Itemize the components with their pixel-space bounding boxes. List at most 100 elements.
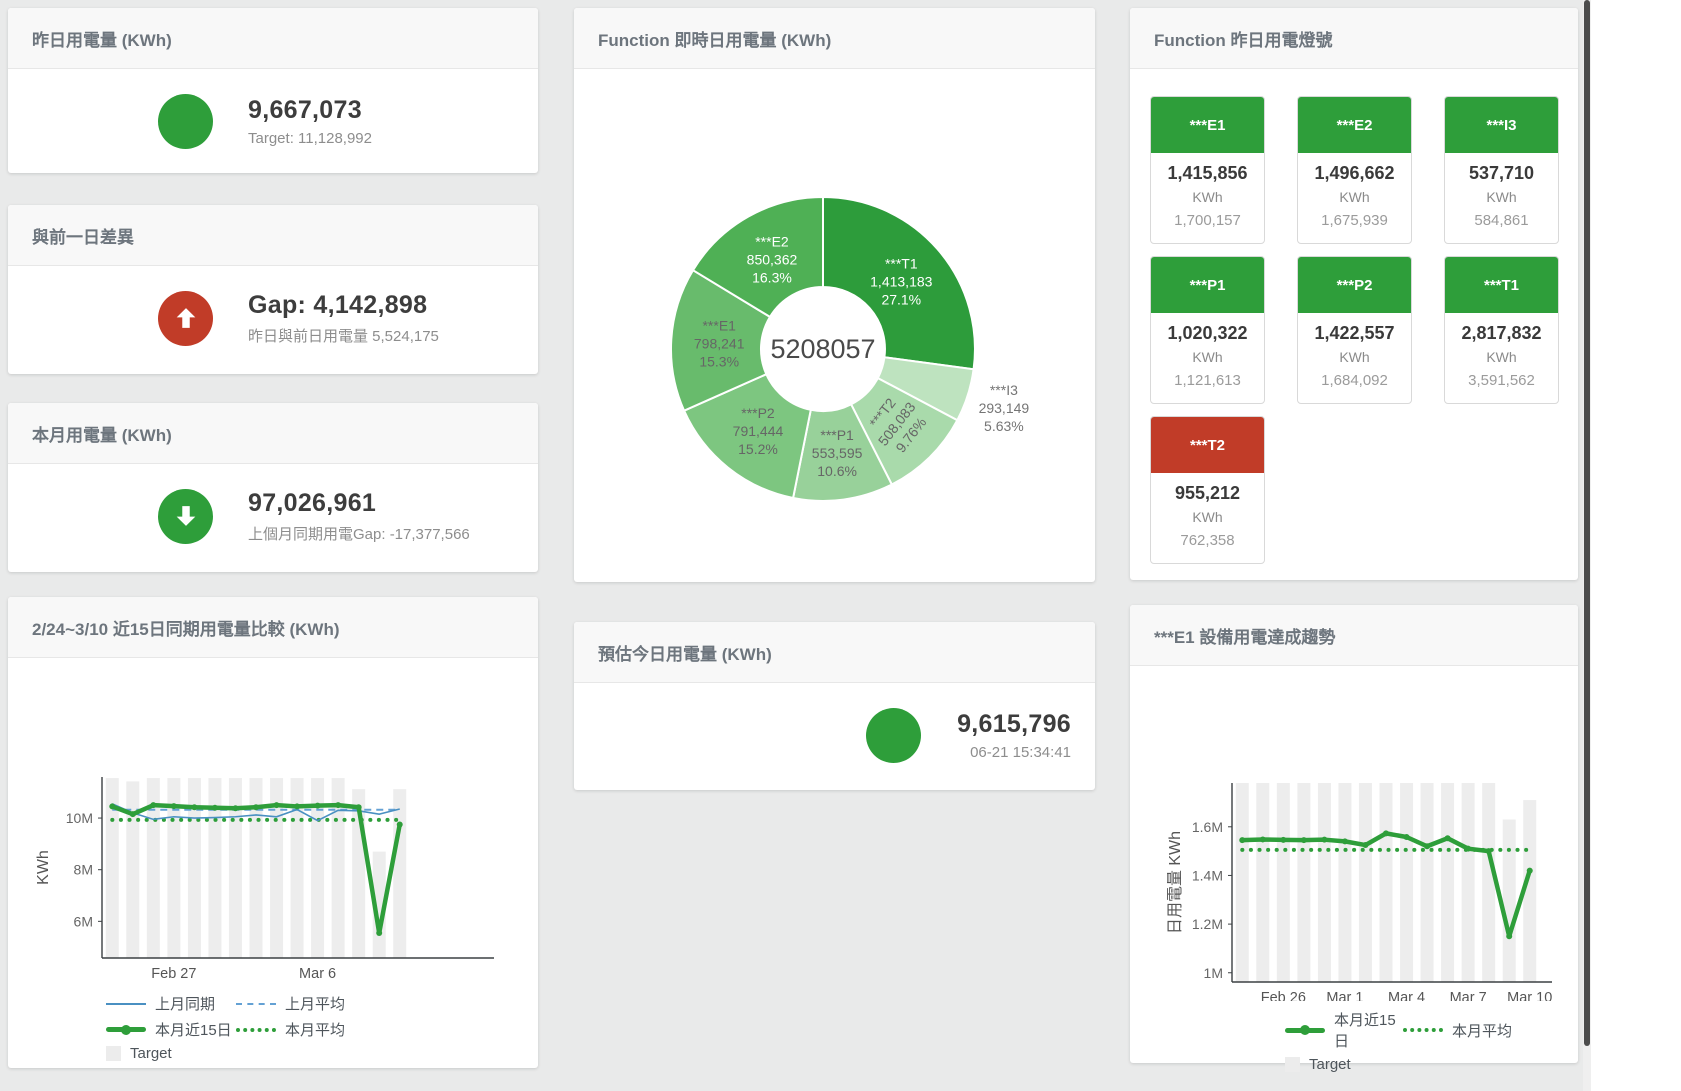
data-point[interactable] xyxy=(170,803,177,810)
scrollbar-thumb[interactable] xyxy=(1584,0,1590,1046)
data-point[interactable] xyxy=(1485,848,1492,855)
data-point[interactable] xyxy=(1465,845,1472,852)
data-point[interactable] xyxy=(1506,933,1513,940)
month-usage-value: 97,026,961 xyxy=(248,488,377,517)
data-point[interactable] xyxy=(253,804,259,811)
data-point[interactable] xyxy=(355,804,362,811)
day-gap-title: 與前一日差異 xyxy=(32,227,134,247)
tile-target: 1,121,613 xyxy=(1174,372,1241,389)
x-tick-label: Mar 4 xyxy=(1388,990,1425,1001)
donut-slice-E1[interactable] xyxy=(670,268,772,413)
light-tile-T2[interactable]: ***T2 955,212 KWh 762,358 xyxy=(1150,416,1265,564)
data-point[interactable] xyxy=(129,811,136,818)
data-point[interactable] xyxy=(1280,836,1287,843)
y-tick-label: 1.4M xyxy=(1192,867,1223,883)
light-tile-E1[interactable]: ***E1 1,415,856 KWh 1,700,157 xyxy=(1150,96,1265,244)
target-bar xyxy=(331,778,345,958)
day-gap-card: 與前一日差異 Gap: 4,142,898 昨日與前日用電量 5,524,175 xyxy=(8,205,538,374)
data-point[interactable] xyxy=(1321,836,1328,843)
data-point[interactable] xyxy=(1403,834,1410,841)
data-point[interactable] xyxy=(396,821,403,828)
light-tile-I3[interactable]: ***I3 537,710 KWh 584,861 xyxy=(1444,96,1559,244)
data-point[interactable] xyxy=(150,802,157,809)
series-line xyxy=(111,803,400,822)
data-point[interactable] xyxy=(109,803,116,810)
legend-swatch-thick-icon xyxy=(1285,1025,1325,1035)
target-bar xyxy=(1420,783,1434,982)
target-bar xyxy=(1235,783,1249,982)
target-bar xyxy=(126,781,140,958)
legend-label: 本月近15日 xyxy=(155,1022,232,1039)
compare-chart[interactable]: 6M 8M 10M Feb 27 Mar 6 KWh xyxy=(8,658,538,983)
data-point[interactable] xyxy=(335,802,342,809)
scrollbar[interactable] xyxy=(1583,0,1591,1091)
legend-label: Target xyxy=(1309,1056,1351,1073)
legend-item-本月近15日[interactable]: 本月近15日 xyxy=(106,1019,236,1040)
trend-chart[interactable]: 1M 1.2M 1.4M 1.6M Feb 26 Mar 1 Mar 4 Mar 7 Mar 1… xyxy=(1130,666,1578,1001)
target-bar xyxy=(1441,783,1455,982)
arrow-down-icon xyxy=(176,506,195,526)
data-point[interactable] xyxy=(1362,842,1369,849)
donut-slice-label: ***E2 850,362 16.3% xyxy=(747,233,798,285)
tile-name: ***I3 xyxy=(1445,97,1558,153)
data-point[interactable] xyxy=(1526,867,1533,874)
trend-chart-card: ***E1 設備用電達成趨勢 1M 1.2M 1.4M 1.6M Feb 26 Mar 1… xyxy=(1130,605,1578,1073)
target-bar xyxy=(1358,783,1372,982)
data-point[interactable] xyxy=(1424,843,1431,850)
data-point[interactable] xyxy=(314,802,321,809)
donut-slice-E2[interactable] xyxy=(691,195,824,319)
legend-item-本月近15日[interactable]: 本月近15日 xyxy=(1285,1009,1403,1051)
legend-item-上月同期[interactable]: 上月同期 xyxy=(106,993,236,1014)
data-point[interactable] xyxy=(273,802,280,809)
x-tick-label: Mar 10 xyxy=(1507,990,1552,1001)
target-bar xyxy=(1297,783,1311,982)
data-point[interactable] xyxy=(376,929,383,936)
target-bar xyxy=(372,851,386,958)
donut-slice-label: ***P1 553,595 10.6% xyxy=(812,427,863,479)
light-tile-E2[interactable]: ***E2 1,496,662 KWh 1,675,939 xyxy=(1297,96,1412,244)
tile-target: 1,700,157 xyxy=(1174,212,1241,229)
page-gutter xyxy=(1591,0,1681,1091)
data-point[interactable] xyxy=(1444,835,1451,842)
card-title: ***E1 設備用電達成趨勢 xyxy=(1130,605,1578,666)
light-tile-P2[interactable]: ***P2 1,422,557 KWh 1,684,092 xyxy=(1297,256,1412,404)
tile-name: ***P2 xyxy=(1298,257,1411,313)
yesterday-usage-title: 昨日用電量 (KWh) xyxy=(32,30,172,50)
x-tick-label: Mar 1 xyxy=(1326,990,1363,1001)
target-bar xyxy=(1317,783,1331,982)
data-point[interactable] xyxy=(1259,836,1266,843)
legend-item-Target[interactable]: Target xyxy=(1285,1056,1403,1073)
arrow-up-icon xyxy=(176,308,195,328)
legend-label: 上月同期 xyxy=(155,996,216,1013)
x-tick-label: Feb 26 xyxy=(1261,990,1306,1001)
donut-slice-P2[interactable] xyxy=(682,372,812,500)
y-tick-label: 1M xyxy=(1204,965,1223,981)
data-point[interactable] xyxy=(211,804,218,811)
legend-swatch-dots-icon xyxy=(1403,1028,1443,1032)
donut-center-total: 5208057 xyxy=(770,334,875,364)
data-point[interactable] xyxy=(1341,838,1348,845)
card-title: 預估今日用電量 (KWh) xyxy=(574,622,1095,683)
donut-slice-T1[interactable] xyxy=(822,195,976,371)
tile-value: 1,496,662 xyxy=(1314,163,1395,183)
tile-value: 537,710 xyxy=(1468,163,1535,183)
legend-item-上月平均[interactable]: 上月平均 xyxy=(236,993,406,1014)
light-tile-T1[interactable]: ***T1 2,817,832 KWh 3,591,562 xyxy=(1444,256,1559,404)
compare-chart-legend: 上月同期 上月平均 本月近15日 本月平均 Target xyxy=(106,993,538,1062)
data-point[interactable] xyxy=(1300,837,1307,844)
legend-item-Target[interactable]: Target xyxy=(106,1045,236,1062)
legend-item-本月平均[interactable]: 本月平均 xyxy=(236,1019,406,1040)
y-tick-label: 1.2M xyxy=(1192,916,1223,932)
forecast-timestamp: 06-21 15:34:41 xyxy=(970,744,1071,761)
legend-label: Target xyxy=(130,1045,172,1062)
realtime-donut-chart[interactable]: ***T1 1,413,183 27.1%***I3 293,149 5.63%***T… xyxy=(574,69,1095,583)
data-point[interactable] xyxy=(232,805,239,812)
light-tile-P1[interactable]: ***P1 1,020,322 KWh 1,121,613 xyxy=(1150,256,1265,404)
data-point[interactable] xyxy=(1383,830,1389,837)
data-point[interactable] xyxy=(294,803,301,810)
legend-item-本月平均[interactable]: 本月平均 xyxy=(1403,1009,1573,1051)
tile-unit: KWh xyxy=(1339,349,1370,365)
card-title: Function 昨日用電燈號 xyxy=(1130,8,1578,69)
data-point[interactable] xyxy=(191,804,198,811)
data-point[interactable] xyxy=(1239,837,1246,844)
